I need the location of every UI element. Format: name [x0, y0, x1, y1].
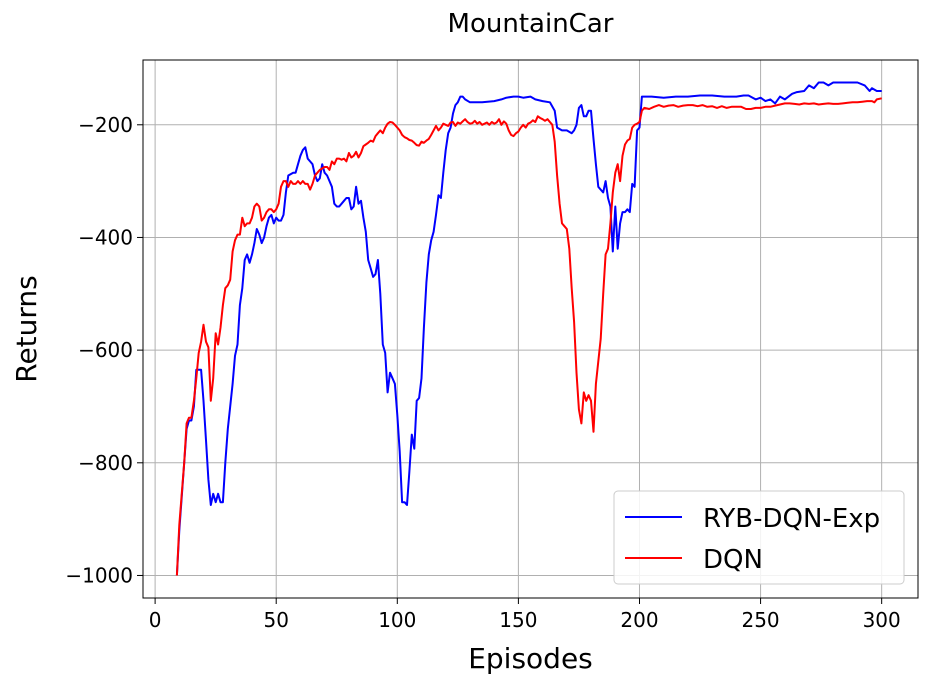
x-tick-label: 0	[149, 608, 162, 632]
y-tick-label: −800	[78, 451, 133, 475]
y-tick-label: −1000	[65, 563, 133, 587]
x-tick-label: 50	[263, 608, 288, 632]
legend-box	[613, 490, 905, 585]
legend: RYB-DQN-Exp DQN	[613, 490, 905, 585]
x-tick-label: 100	[378, 608, 416, 632]
x-axis-label: Episodes	[468, 642, 593, 675]
x-tick-label: 150	[499, 608, 537, 632]
y-axis-label: Returns	[10, 275, 43, 383]
y-tick-label: −600	[78, 338, 133, 362]
y-tick-label: −200	[78, 113, 133, 137]
x-tick-label: 200	[620, 608, 658, 632]
legend-label-dqn: DQN	[703, 545, 763, 575]
chart-title: MountainCar	[448, 9, 614, 39]
y-tick-label: −400	[78, 225, 133, 249]
series-line-dqn	[175, 97, 882, 576]
grid	[143, 60, 918, 598]
axis-ticks: 0 50 100 150 200 250 300 −1000 −800 −600 −400 −200	[65, 113, 900, 632]
plot-area-frame	[142, 59, 919, 599]
x-tick-label: 300	[863, 608, 901, 632]
legend-label-ryb-dqn-exp: RYB-DQN-Exp	[703, 504, 880, 534]
x-tick-label: 250	[741, 608, 779, 632]
series-lines	[175, 81, 882, 576]
series-line-ryb-dqn-exp	[175, 81, 882, 576]
